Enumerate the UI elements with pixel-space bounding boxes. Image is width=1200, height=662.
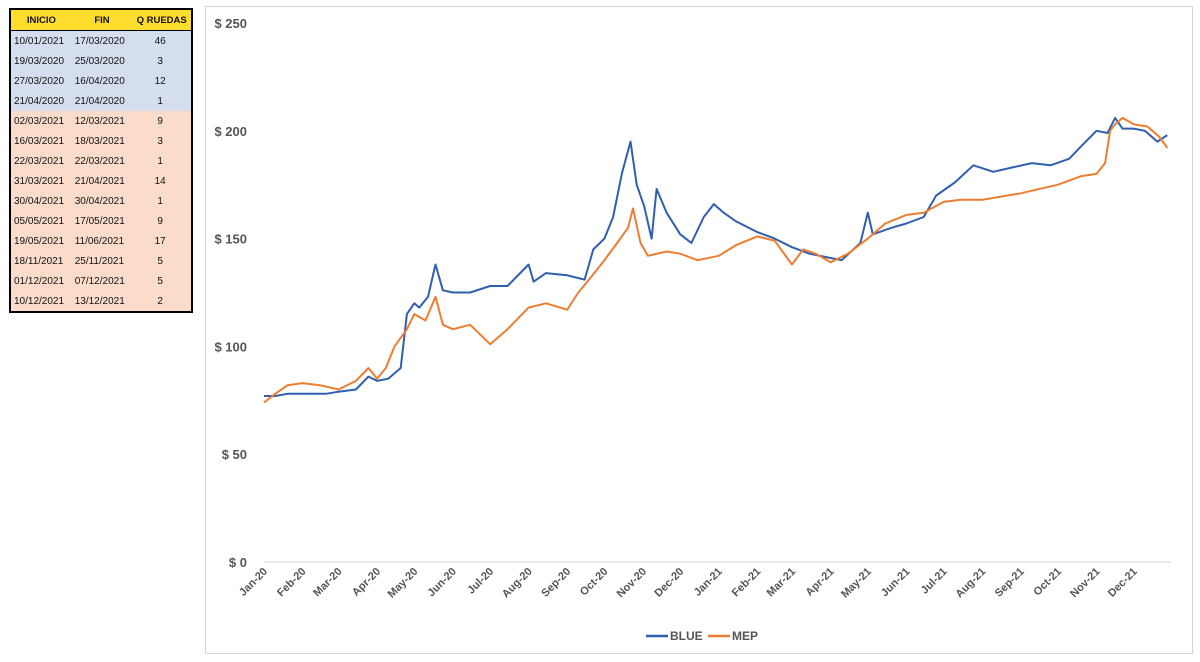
- x-tick-label: Oct-21: [1031, 566, 1064, 599]
- x-tick-label: May-20: [386, 566, 421, 601]
- x-tick-label: Jan-20: [237, 566, 270, 599]
- x-tick-label: Jul-21: [919, 566, 950, 597]
- table-row: 16/03/2021 18/03/2021 3: [10, 131, 192, 151]
- y-tick-label: $ 250: [214, 16, 247, 31]
- x-tick-label: Oct-20: [578, 566, 611, 599]
- series-line-mep: [263, 116, 1169, 404]
- cell-inicio: 16/03/2021: [10, 131, 72, 151]
- cell-inicio: 05/05/2021: [10, 211, 72, 231]
- column-header-inicio: INICIO: [10, 9, 72, 31]
- table-row: 19/05/2021 11/06/2021 17: [10, 231, 192, 251]
- x-tick-label: Dec-20: [652, 566, 686, 600]
- x-tick-label: Sep-21: [993, 566, 1027, 600]
- table-row: 02/03/2021 12/03/2021 9: [10, 111, 192, 131]
- cell-q-ruedas: 5: [132, 251, 192, 271]
- x-tick-label: Sep-20: [539, 566, 573, 600]
- cell-q-ruedas: 1: [132, 91, 192, 111]
- table-row: 22/03/2021 22/03/2021 1: [10, 151, 192, 171]
- cell-q-ruedas: 2: [132, 291, 192, 312]
- cell-fin: 22/03/2021: [71, 151, 133, 171]
- cell-inicio: 30/04/2021: [10, 191, 72, 211]
- x-tick-label: Feb-21: [730, 566, 764, 600]
- table-row: 01/12/2021 07/12/2021 5: [10, 271, 192, 291]
- column-header-q-ruedas: Q RUEDAS: [132, 9, 192, 31]
- cell-fin: 30/04/2021: [71, 191, 133, 211]
- x-tick-label: Nov-21: [1068, 566, 1102, 600]
- legend-label: MEP: [732, 629, 758, 643]
- table-row: 05/05/2021 17/05/2021 9: [10, 211, 192, 231]
- table-row: 10/12/2021 13/12/2021 2: [10, 291, 192, 312]
- cell-inicio: 10/01/2021: [10, 30, 72, 51]
- table-row: 27/03/2020 16/04/2020 12: [10, 71, 192, 91]
- cell-inicio: 01/12/2021: [10, 271, 72, 291]
- cell-inicio: 19/03/2020: [10, 51, 72, 71]
- y-tick-label: $ 50: [222, 447, 247, 462]
- y-tick-label: $ 0: [229, 555, 247, 570]
- x-tick-label: Jan-21: [692, 566, 725, 599]
- y-tick-label: $ 100: [214, 339, 247, 354]
- cell-q-ruedas: 46: [132, 30, 192, 51]
- cell-q-ruedas: 14: [132, 171, 192, 191]
- table-row: 19/03/2020 25/03/2020 3: [10, 51, 192, 71]
- cell-fin: 25/03/2020: [71, 51, 133, 71]
- cell-fin: 11/06/2021: [71, 231, 133, 251]
- cell-inicio: 02/03/2021: [10, 111, 72, 131]
- cell-q-ruedas: 3: [132, 131, 192, 151]
- cell-q-ruedas: 3: [132, 51, 192, 71]
- x-tick-label: Mar-21: [765, 566, 799, 600]
- table-row: 31/03/2021 21/04/2021 14: [10, 171, 192, 191]
- cell-inicio: 27/03/2020: [10, 71, 72, 91]
- x-tick-label: Feb-20: [275, 566, 309, 600]
- cell-q-ruedas: 12: [132, 71, 192, 91]
- cell-fin: 07/12/2021: [71, 271, 133, 291]
- table-row: 21/04/2020 21/04/2020 1: [10, 91, 192, 111]
- table-row: 30/04/2021 30/04/2021 1: [10, 191, 192, 211]
- cell-q-ruedas: 5: [132, 271, 192, 291]
- column-header-fin: FIN: [71, 9, 133, 31]
- table-row: 10/01/2021 17/03/2020 46: [10, 30, 192, 51]
- cell-q-ruedas: 1: [132, 151, 192, 171]
- cell-q-ruedas: 1: [132, 191, 192, 211]
- x-tick-label: Jun-21: [879, 566, 913, 600]
- cell-fin: 18/03/2021: [71, 131, 133, 151]
- cell-inicio: 19/05/2021: [10, 231, 72, 251]
- cell-q-ruedas: 17: [132, 231, 192, 251]
- cell-inicio: 21/04/2020: [10, 91, 72, 111]
- cell-inicio: 10/12/2021: [10, 291, 72, 312]
- series-line-blue: [264, 116, 1168, 397]
- cell-fin: 13/12/2021: [71, 291, 133, 312]
- table-header-row: INICIO FIN Q RUEDAS: [10, 9, 192, 31]
- cell-fin: 25/11/2021: [71, 251, 133, 271]
- cell-inicio: 22/03/2021: [10, 151, 72, 171]
- x-tick-label: May-21: [839, 566, 874, 601]
- x-tick-label: Aug-21: [953, 566, 988, 601]
- table-body: 10/01/2021 17/03/2020 46 19/03/2020 25/03/20…: [10, 30, 192, 312]
- y-tick-label: $ 200: [214, 124, 247, 139]
- cell-fin: 16/04/2020: [71, 71, 133, 91]
- cell-q-ruedas: 9: [132, 211, 192, 231]
- cell-fin: 21/04/2020: [71, 91, 133, 111]
- cell-fin: 21/04/2021: [71, 171, 133, 191]
- chart-frame: $ 0 $ 50 $ 100 $ 150 $ 200 $ 250 Jan-20 Feb-20 M…: [205, 6, 1193, 654]
- legend-label: BLUE: [670, 629, 703, 643]
- x-tick-label: Jul-20: [465, 566, 496, 597]
- y-tick-label: $ 150: [214, 232, 247, 247]
- cell-inicio: 31/03/2021: [10, 171, 72, 191]
- x-tick-label: Nov-20: [615, 566, 649, 600]
- x-tick-label: Apr-20: [350, 566, 383, 599]
- cell-fin: 17/05/2021: [71, 211, 133, 231]
- x-tick-label: Mar-20: [311, 566, 345, 600]
- x-tick-label: Dec-21: [1106, 566, 1140, 600]
- cell-inicio: 18/11/2021: [10, 251, 72, 271]
- x-tick-label: Apr-21: [804, 566, 837, 599]
- summary-table: INICIO FIN Q RUEDAS 10/01/2021 17/03/2020…: [9, 8, 193, 313]
- x-tick-label: Aug-20: [500, 566, 535, 601]
- cell-fin: 12/03/2021: [71, 111, 133, 131]
- cell-q-ruedas: 9: [132, 111, 192, 131]
- cell-fin: 17/03/2020: [71, 30, 133, 51]
- x-tick-label: Jun-20: [425, 566, 459, 600]
- table-row: 18/11/2021 25/11/2021 5: [10, 251, 192, 271]
